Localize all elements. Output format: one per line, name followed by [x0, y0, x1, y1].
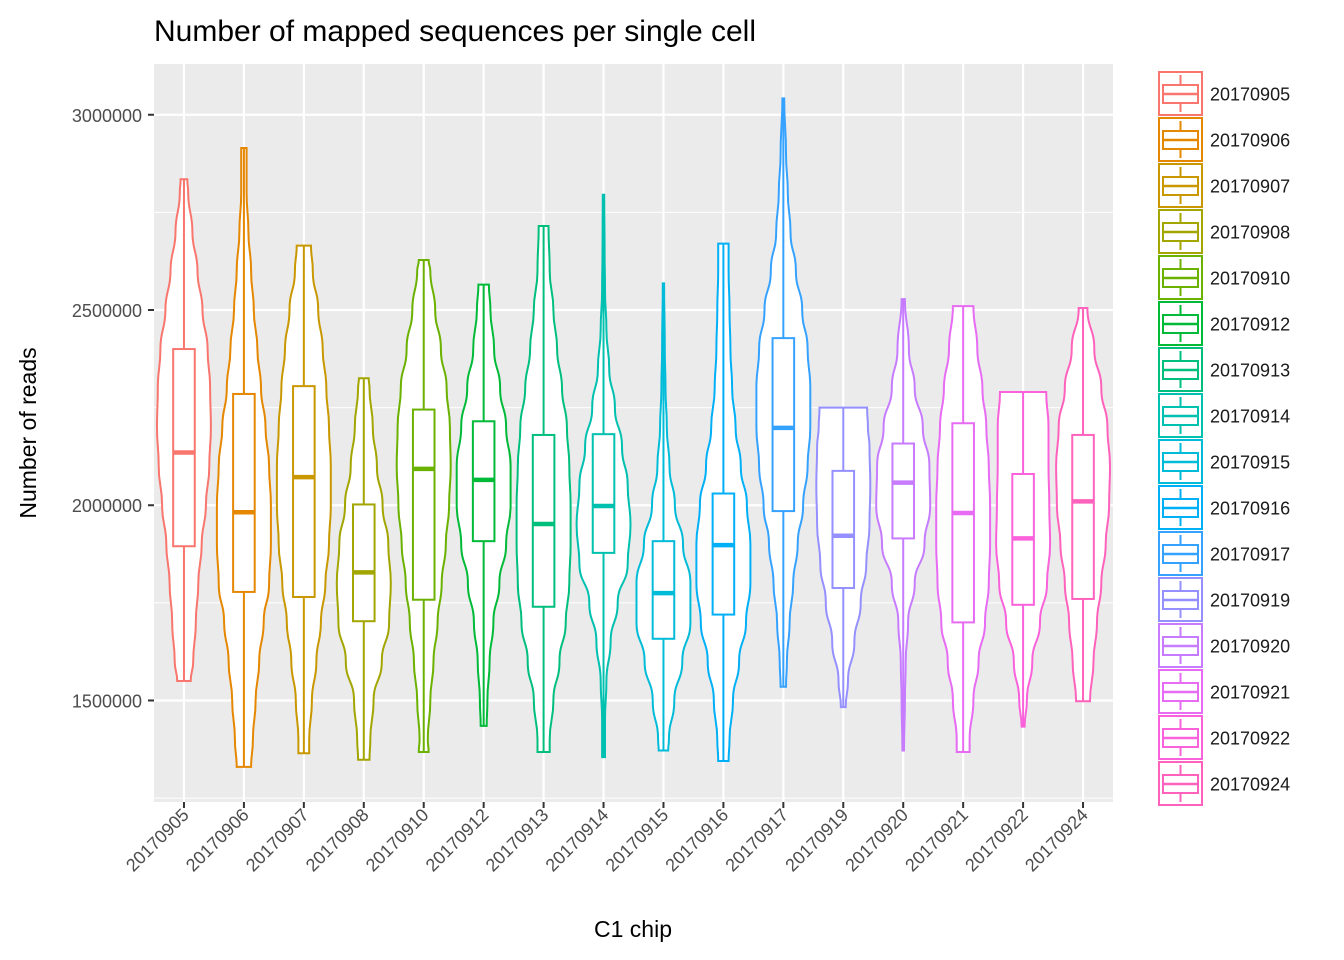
x-axis: 2017090520170906201709072017090820170910…: [122, 802, 1092, 875]
legend-item: 20170913: [1158, 347, 1290, 392]
x-tick-label: 20170919: [781, 805, 852, 876]
violin-20170924: [1055, 307, 1112, 703]
violin-20170919: [815, 406, 872, 709]
box: [1071, 433, 1095, 600]
y-tick-label: 2000000: [72, 496, 142, 516]
legend-item: 20170910: [1158, 255, 1290, 300]
x-tick-label: 20170905: [122, 805, 193, 876]
x-tick-label: 20170922: [961, 805, 1032, 876]
box: [831, 469, 856, 590]
box: [292, 385, 316, 598]
x-tick-label: 20170924: [1021, 805, 1092, 876]
violin-20170917: [755, 97, 812, 688]
violin-20170920: [875, 298, 932, 752]
legend-item: 20170917: [1158, 531, 1290, 576]
box: [651, 540, 676, 640]
legend-item: 20170920: [1158, 623, 1290, 668]
x-tick-label: 20170921: [901, 805, 972, 876]
x-tick-label: 20170920: [841, 805, 912, 876]
violin-20170922: [995, 391, 1052, 728]
legend-item: 20170907: [1158, 163, 1290, 208]
x-tick-label: 20170915: [602, 805, 673, 876]
box: [951, 422, 975, 624]
legend-label: 20170906: [1210, 131, 1290, 151]
box: [531, 433, 556, 608]
legend-item: 20170915: [1158, 439, 1290, 484]
y-tick-label: 3000000: [72, 106, 142, 126]
legend-label: 20170914: [1210, 407, 1290, 427]
box: [232, 392, 256, 593]
legend-item: 20170905: [1158, 71, 1290, 116]
legend-item: 20170921: [1158, 669, 1290, 714]
box: [711, 492, 736, 616]
x-tick-label: 20170917: [721, 805, 792, 876]
legend-label: 20170916: [1210, 499, 1290, 519]
violin-20170907: [275, 244, 332, 755]
violins: [155, 97, 1112, 768]
legend-item: 20170922: [1158, 715, 1290, 760]
x-tick-label: 20170914: [542, 805, 613, 876]
violin-20170905: [155, 178, 212, 682]
x-tick-label: 20170912: [422, 805, 493, 876]
legend-label: 20170915: [1210, 453, 1290, 473]
violin-20170912: [455, 283, 512, 727]
x-axis-title: C1 chip: [594, 916, 672, 942]
y-tick-label: 1500000: [72, 691, 142, 711]
chart-title: Number of mapped sequences per single ce…: [154, 15, 756, 48]
legend-label: 20170924: [1210, 775, 1290, 795]
box: [591, 433, 616, 554]
legend-label: 20170913: [1210, 361, 1290, 381]
legend-item: 20170914: [1158, 393, 1290, 438]
legend-label: 20170905: [1210, 85, 1290, 105]
legend-label: 20170908: [1210, 223, 1290, 243]
legend-label: 20170922: [1210, 729, 1290, 749]
box: [411, 408, 436, 601]
violin-20170921: [935, 305, 992, 753]
legend-item: 20170916: [1158, 485, 1290, 530]
legend-label: 20170912: [1210, 315, 1290, 335]
x-tick-label: 20170913: [482, 805, 553, 876]
violin-20170915: [635, 282, 692, 752]
legend: 20170905 20170906 20170907 20170908 20170910…: [1158, 71, 1290, 806]
x-tick-label: 20170907: [242, 805, 313, 876]
legend-label: 20170921: [1210, 683, 1290, 703]
box: [771, 337, 796, 513]
box: [351, 503, 376, 623]
violin-20170906: [215, 147, 272, 768]
x-tick-label: 20170916: [661, 805, 732, 876]
legend-item: 20170908: [1158, 209, 1290, 254]
violin-20170910: [395, 259, 452, 753]
y-axis: 1500000 2000000 2500000 3000000: [72, 106, 154, 711]
violin-20170908: [335, 377, 392, 761]
legend-label: 20170920: [1210, 637, 1290, 657]
legend-label: 20170919: [1210, 591, 1290, 611]
y-axis-title: Number of reads: [15, 347, 41, 518]
legend-item: 20170912: [1158, 301, 1290, 346]
violin-20170916: [695, 242, 752, 762]
violin-20170913: [515, 225, 572, 753]
violin-20170914: [575, 193, 632, 759]
legend-item: 20170906: [1158, 117, 1290, 162]
box: [891, 442, 916, 540]
legend-label: 20170910: [1210, 269, 1290, 289]
box: [172, 348, 196, 548]
legend-item: 20170919: [1158, 577, 1290, 622]
legend-label: 20170907: [1210, 177, 1290, 197]
legend-label: 20170917: [1210, 545, 1290, 565]
x-tick-label: 20170906: [182, 805, 253, 876]
legend-item: 20170924: [1158, 761, 1290, 806]
y-tick-label: 2500000: [72, 301, 142, 321]
x-tick-label: 20170908: [302, 805, 373, 876]
x-tick-label: 20170910: [362, 805, 433, 876]
